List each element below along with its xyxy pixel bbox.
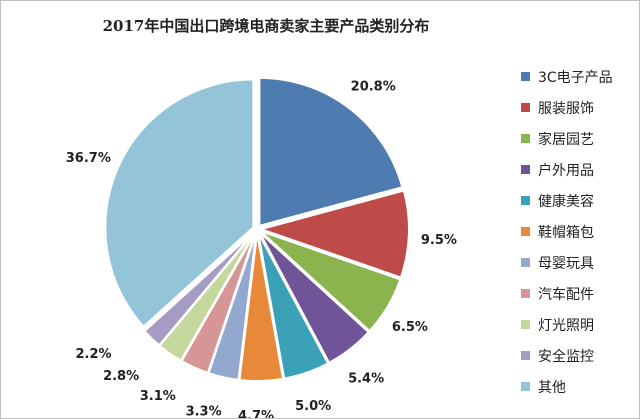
pie-slice: [259, 230, 402, 333]
legend-item: 家居园艺: [521, 123, 639, 154]
legend-label: 鞋帽箱包: [538, 224, 594, 241]
legend-label: 服装服饰: [538, 100, 594, 117]
legend-label: 汽车配件: [538, 286, 594, 303]
legend-swatch: [521, 227, 530, 236]
pie-slice: [258, 76, 404, 228]
slice-data-label: 2.8%: [103, 369, 139, 384]
chart-title: 2017年中国出口跨境电商卖家主要产品类别分布: [102, 17, 430, 35]
legend-item: 其他: [521, 371, 639, 402]
pie-slice: [104, 78, 255, 329]
pie-slice: [238, 232, 285, 382]
slice-data-label: 36.7%: [66, 151, 111, 166]
legend-swatch: [521, 196, 530, 205]
legend-item: 户外用品: [521, 154, 639, 185]
pie-slice: [257, 232, 330, 380]
legend-label: 母婴玩具: [538, 255, 594, 272]
legend-swatch: [521, 351, 530, 360]
legend-swatch: [521, 320, 530, 329]
slice-data-label: 20.8%: [351, 80, 396, 95]
legend-swatch: [521, 289, 530, 298]
legend-label: 安全监控: [538, 348, 594, 365]
slice-data-label: 5.0%: [295, 399, 331, 414]
legend-item: 健康美容: [521, 185, 639, 216]
legend-label: 健康美容: [538, 193, 594, 210]
slice-data-label: 3.3%: [186, 405, 222, 418]
legend-label: 灯光照明: [538, 317, 594, 334]
slice-data-label: 9.5%: [421, 233, 457, 248]
legend-label: 3C电子产品: [538, 69, 613, 86]
legend-item: 灯光照明: [521, 309, 639, 340]
legend-swatch: [521, 103, 530, 112]
pie-slice: [257, 189, 410, 279]
slice-data-label: 2.2%: [75, 347, 111, 362]
legend-swatch: [521, 382, 530, 391]
legend-item: 母婴玩具: [521, 247, 639, 278]
legend-item: 安全监控: [521, 340, 639, 371]
legend-swatch: [521, 258, 530, 267]
slice-data-label: 6.5%: [392, 320, 428, 335]
legend-label: 家居园艺: [538, 131, 594, 148]
pie-slice: [143, 231, 255, 347]
legend-item: 汽车配件: [521, 278, 639, 309]
pie-slice: [258, 231, 371, 365]
legend-item: 3C电子产品: [521, 61, 639, 92]
legend-label: 户外用品: [538, 162, 594, 179]
legend-swatch: [521, 165, 530, 174]
chart-legend: 3C电子产品 服装服饰家居园艺户外用品健康美容鞋帽箱包母婴玩具汽车配件灯光照明安全…: [521, 61, 639, 402]
legend-label: 其他: [538, 379, 566, 396]
slice-data-label: 5.4%: [348, 372, 384, 387]
legend-swatch: [521, 72, 530, 81]
legend-item: 服装服饰: [521, 92, 639, 123]
slice-data-label: 4.7%: [238, 409, 274, 418]
legend-swatch: [521, 134, 530, 143]
legend-item: 鞋帽箱包: [521, 216, 639, 247]
slice-data-label: 3.1%: [140, 389, 176, 404]
